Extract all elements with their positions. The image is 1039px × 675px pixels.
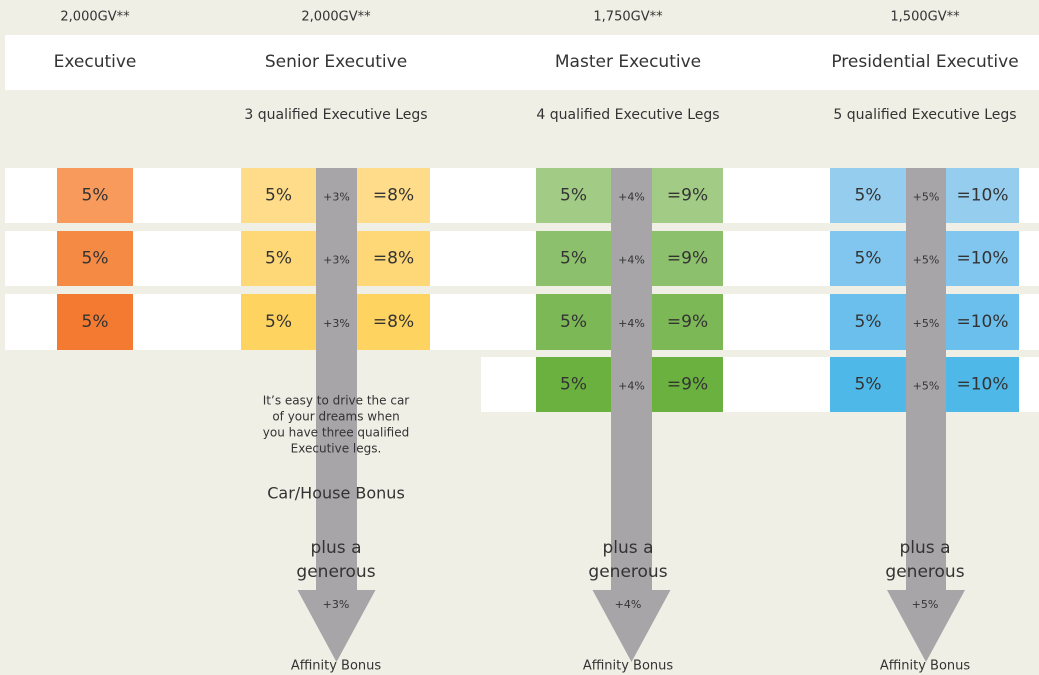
rate-box (536, 294, 611, 350)
gv-label: 1,500GV** (890, 10, 960, 25)
rate-box (57, 231, 133, 286)
rate-box (830, 231, 906, 286)
base-rate: 5% (560, 375, 587, 395)
plus-rate: +3% (323, 317, 350, 330)
plus-rate: +5% (913, 254, 940, 267)
arrow-shaft (611, 168, 652, 590)
affinity-label: Affinity Bonus (583, 659, 674, 674)
total-rate: =9% (667, 312, 708, 332)
plus-rate: +4% (618, 317, 645, 330)
legs-label: 5 qualified Executive Legs (833, 107, 1016, 123)
total-box (652, 294, 723, 350)
gv-label: 2,000GV** (301, 10, 371, 25)
rate-box (241, 168, 316, 223)
caption: It’s easy to drive the car (263, 394, 410, 408)
base-rate: 5% (855, 312, 882, 332)
rate-box (830, 357, 906, 412)
base-rate: 5% (560, 249, 587, 269)
arrow-head (592, 590, 671, 662)
base-rate: 5% (265, 249, 292, 269)
plus-rate: +4% (618, 380, 645, 393)
plus-rate: +5% (913, 380, 940, 393)
plus-rate: +3% (323, 254, 350, 267)
base-rate: 5% (560, 186, 587, 206)
base-rate: 5% (82, 249, 109, 269)
total-rate: =8% (373, 312, 414, 332)
rate-box (57, 294, 133, 350)
rate-box (241, 294, 316, 350)
rate-box (536, 168, 611, 223)
legs-label: 4 qualified Executive Legs (536, 107, 719, 123)
plus-rate: +4% (618, 191, 645, 204)
arrow-head (887, 590, 965, 662)
base-rate: 5% (265, 312, 292, 332)
total-rate: =10% (956, 186, 1008, 206)
total-box (652, 357, 723, 412)
total-box (652, 168, 723, 223)
gv-label: 1,750GV** (593, 10, 663, 25)
arrows (297, 168, 965, 662)
rank-title: Master Executive (555, 52, 701, 72)
base-rate: 5% (855, 375, 882, 395)
total-box (652, 231, 723, 286)
base-rate: 5% (82, 312, 109, 332)
bonus-label: Car/House Bonus (267, 484, 405, 503)
arrow-label: +3% (323, 598, 350, 611)
rank-title: Executive (54, 52, 137, 72)
total-rate: =10% (956, 249, 1008, 269)
rate-box (830, 168, 906, 223)
content: 2,000GV** Executive 5% 5% 5% 2,000GV** Senior … (54, 10, 1019, 674)
total-box (357, 231, 430, 286)
rate-box (536, 357, 611, 412)
total-box (946, 231, 1019, 286)
rank-title: Senior Executive (265, 52, 407, 72)
plus-rate: +5% (913, 317, 940, 330)
total-box (946, 168, 1019, 223)
plus-rate: +5% (913, 191, 940, 204)
rate-box (57, 168, 133, 223)
rate-box (536, 231, 611, 286)
caption: you have three qualified (263, 426, 409, 440)
total-box (946, 357, 1019, 412)
gv-label: 2,000GV** (60, 10, 130, 25)
arrow-label: +4% (615, 598, 642, 611)
total-box (946, 294, 1019, 350)
base-rate: 5% (265, 186, 292, 206)
plus-text: plus a (311, 538, 362, 558)
total-box (357, 294, 430, 350)
arrow-head (297, 590, 376, 662)
total-rate: =8% (373, 249, 414, 269)
base-rate: 5% (855, 186, 882, 206)
plus-rate: +4% (618, 254, 645, 267)
total-rate: =9% (667, 186, 708, 206)
arrow-label: +5% (912, 598, 939, 611)
plus-text: plus a (603, 538, 654, 558)
plus-rate: +3% (323, 191, 350, 204)
rank-title: Presidential Executive (831, 52, 1018, 72)
caption: Executive legs. (291, 442, 382, 456)
affinity-label: Affinity Bonus (291, 659, 382, 674)
plus-text: plus a (900, 538, 951, 558)
total-rate: =8% (373, 186, 414, 206)
base-rate: 5% (855, 249, 882, 269)
base-rate: 5% (82, 186, 109, 206)
plus-text: generous (296, 562, 375, 582)
total-rate: =10% (956, 375, 1008, 395)
base-rate: 5% (560, 312, 587, 332)
total-rate: =9% (667, 249, 708, 269)
rate-box (830, 294, 906, 350)
rate-box (241, 231, 316, 286)
title-band (5, 35, 1039, 90)
caption: of your dreams when (272, 410, 399, 424)
affinity-label: Affinity Bonus (880, 659, 971, 674)
total-rate: =10% (956, 312, 1008, 332)
total-box (357, 168, 430, 223)
arrow-shaft (906, 168, 946, 590)
legs-label: 3 qualified Executive Legs (244, 107, 427, 123)
plus-text: generous (588, 562, 667, 582)
plus-text: generous (885, 562, 964, 582)
arrow-shaft (316, 168, 357, 590)
total-rate: =9% (667, 375, 708, 395)
